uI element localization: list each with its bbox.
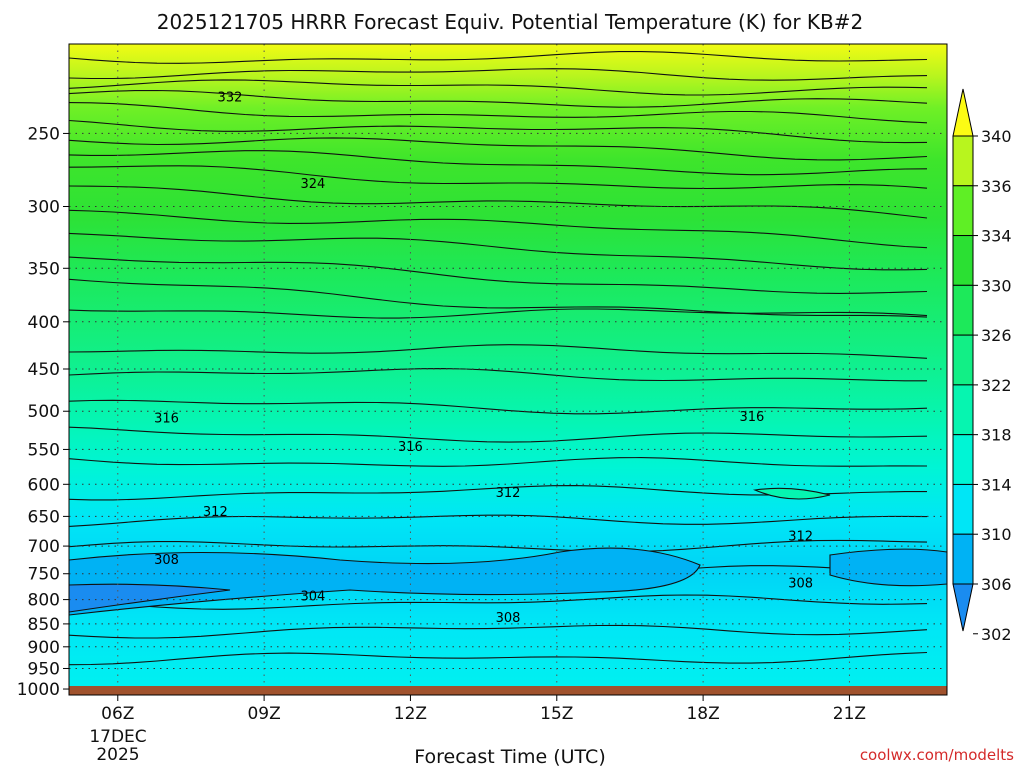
y-tick-label: 850 bbox=[28, 615, 60, 635]
x-date-label-year: 2025 bbox=[96, 745, 139, 765]
colorbar-label: 326 bbox=[981, 326, 1012, 345]
contour-line bbox=[69, 457, 928, 467]
colorbar-label: 318 bbox=[981, 426, 1012, 445]
colorbar-label: 330 bbox=[981, 276, 1012, 295]
contour-line bbox=[69, 165, 928, 190]
colorbar-segment bbox=[952, 483, 974, 535]
contour-line bbox=[69, 150, 928, 176]
colorbar-segment bbox=[952, 284, 974, 336]
colorbar-label: 306 bbox=[981, 575, 1012, 594]
contour-lines bbox=[69, 51, 928, 666]
y-tick-label: 1000 bbox=[17, 680, 60, 700]
colorbar-label: 314 bbox=[981, 475, 1012, 494]
contour-label: 316 bbox=[739, 410, 764, 425]
contour-line bbox=[69, 89, 928, 108]
contour-line bbox=[69, 137, 928, 161]
contour-line bbox=[69, 308, 928, 319]
low-theta-e-pocket bbox=[829, 548, 947, 587]
contour-label: 312 bbox=[203, 505, 228, 520]
ground-surface bbox=[69, 686, 947, 695]
contour-line bbox=[69, 51, 928, 64]
contour-line bbox=[69, 256, 928, 294]
x-tick-label: 15Z bbox=[540, 704, 573, 724]
low-theta-e-pocket bbox=[752, 487, 831, 500]
x-tick-label: 21Z bbox=[833, 704, 866, 724]
y-tick-label: 650 bbox=[28, 507, 60, 527]
low-theta-e-pockets bbox=[69, 487, 947, 616]
y-tick-label: 500 bbox=[28, 402, 60, 422]
contour-label: 308 bbox=[788, 577, 813, 592]
contour-line bbox=[69, 68, 928, 81]
y-tick-label: 900 bbox=[28, 638, 60, 658]
y-tick-label: 750 bbox=[28, 565, 60, 585]
contour-line bbox=[69, 399, 928, 415]
colorbar-segment bbox=[952, 384, 974, 436]
contour-line bbox=[69, 119, 928, 144]
y-tick-label: 250 bbox=[28, 124, 60, 144]
x-axis: 17DEC 2025 06Z 09Z 12Z 15Z 18Z 21Z bbox=[89, 695, 866, 765]
colorbar-segment bbox=[952, 135, 974, 187]
contour-line bbox=[69, 102, 928, 124]
plot-area bbox=[69, 44, 947, 686]
low-theta-e-pocket bbox=[69, 547, 701, 616]
contour-label: 316 bbox=[154, 412, 179, 427]
contour-line bbox=[69, 514, 928, 527]
y-tick-label: 350 bbox=[28, 259, 60, 279]
colorbar-label: 336 bbox=[981, 177, 1012, 196]
contour-label: 308 bbox=[154, 553, 179, 568]
contour-line bbox=[69, 539, 928, 553]
chart-title: 2025121705 HRRR Forecast Equiv. Potentia… bbox=[157, 10, 864, 34]
y-tick-label: 600 bbox=[28, 475, 60, 495]
x-tick-label: 12Z bbox=[394, 704, 427, 724]
contour-label: 312 bbox=[788, 530, 813, 545]
x-tick-label: 18Z bbox=[686, 704, 719, 724]
contour-label: 316 bbox=[398, 440, 423, 455]
colorbar-segment bbox=[952, 185, 974, 237]
contour-line bbox=[69, 344, 928, 359]
contour-line bbox=[69, 426, 928, 443]
y-tick-label: 800 bbox=[28, 591, 60, 611]
credit-text: coolwx.com/modelts bbox=[860, 746, 1014, 764]
contour-label: 308 bbox=[496, 611, 521, 626]
colorbar-segment bbox=[952, 533, 974, 585]
colorbar-top-arrow bbox=[952, 88, 974, 137]
y-tick-label: 550 bbox=[28, 440, 60, 460]
contour-labels: 332 324 316 316 316 312 312 312 308 308 308 304 bbox=[154, 91, 813, 626]
colorbar-segment bbox=[952, 235, 974, 286]
colorbar-segment bbox=[952, 434, 974, 485]
y-tick-label: 700 bbox=[28, 537, 60, 557]
contour-line bbox=[69, 209, 928, 249]
contour-label: 312 bbox=[496, 486, 521, 501]
x-tick-label: 06Z bbox=[101, 704, 134, 724]
colorbar-label: 302 bbox=[981, 625, 1012, 644]
colorbar-label: 310 bbox=[981, 525, 1012, 544]
colorbar-bottom-arrow bbox=[952, 583, 974, 632]
colorbar-segment bbox=[952, 334, 974, 386]
contour-label: 304 bbox=[300, 590, 325, 605]
contour-line bbox=[69, 368, 927, 382]
y-tick-label: 300 bbox=[28, 198, 60, 218]
y-tick-label: 450 bbox=[28, 360, 60, 380]
contour-line bbox=[69, 79, 928, 96]
colorbar-label: 322 bbox=[981, 376, 1012, 395]
y-tick-label: 400 bbox=[28, 313, 60, 333]
contour-label: 332 bbox=[218, 91, 243, 106]
y-axis: 250 300 350 400 450 500 550 600 650 700 750 800 850 9… bbox=[17, 124, 69, 700]
x-date-label-month: 17DEC bbox=[89, 727, 146, 747]
low-theta-e-pocket bbox=[69, 583, 231, 613]
colorbar-label: 334 bbox=[981, 227, 1012, 246]
contour-label: 324 bbox=[300, 177, 325, 192]
contour-line bbox=[69, 232, 928, 271]
colorbar: 340 336 334 330 326 322 318 314 310 306 302 bbox=[952, 88, 1012, 644]
contour-line bbox=[69, 624, 928, 639]
y-tick-label: 950 bbox=[28, 659, 60, 679]
contour-line bbox=[69, 278, 928, 318]
contour-line bbox=[69, 651, 928, 666]
x-tick-label: 09Z bbox=[247, 704, 280, 724]
x-axis-title: Forecast Time (UTC) bbox=[414, 746, 605, 768]
colorbar-label: 340 bbox=[981, 127, 1012, 146]
